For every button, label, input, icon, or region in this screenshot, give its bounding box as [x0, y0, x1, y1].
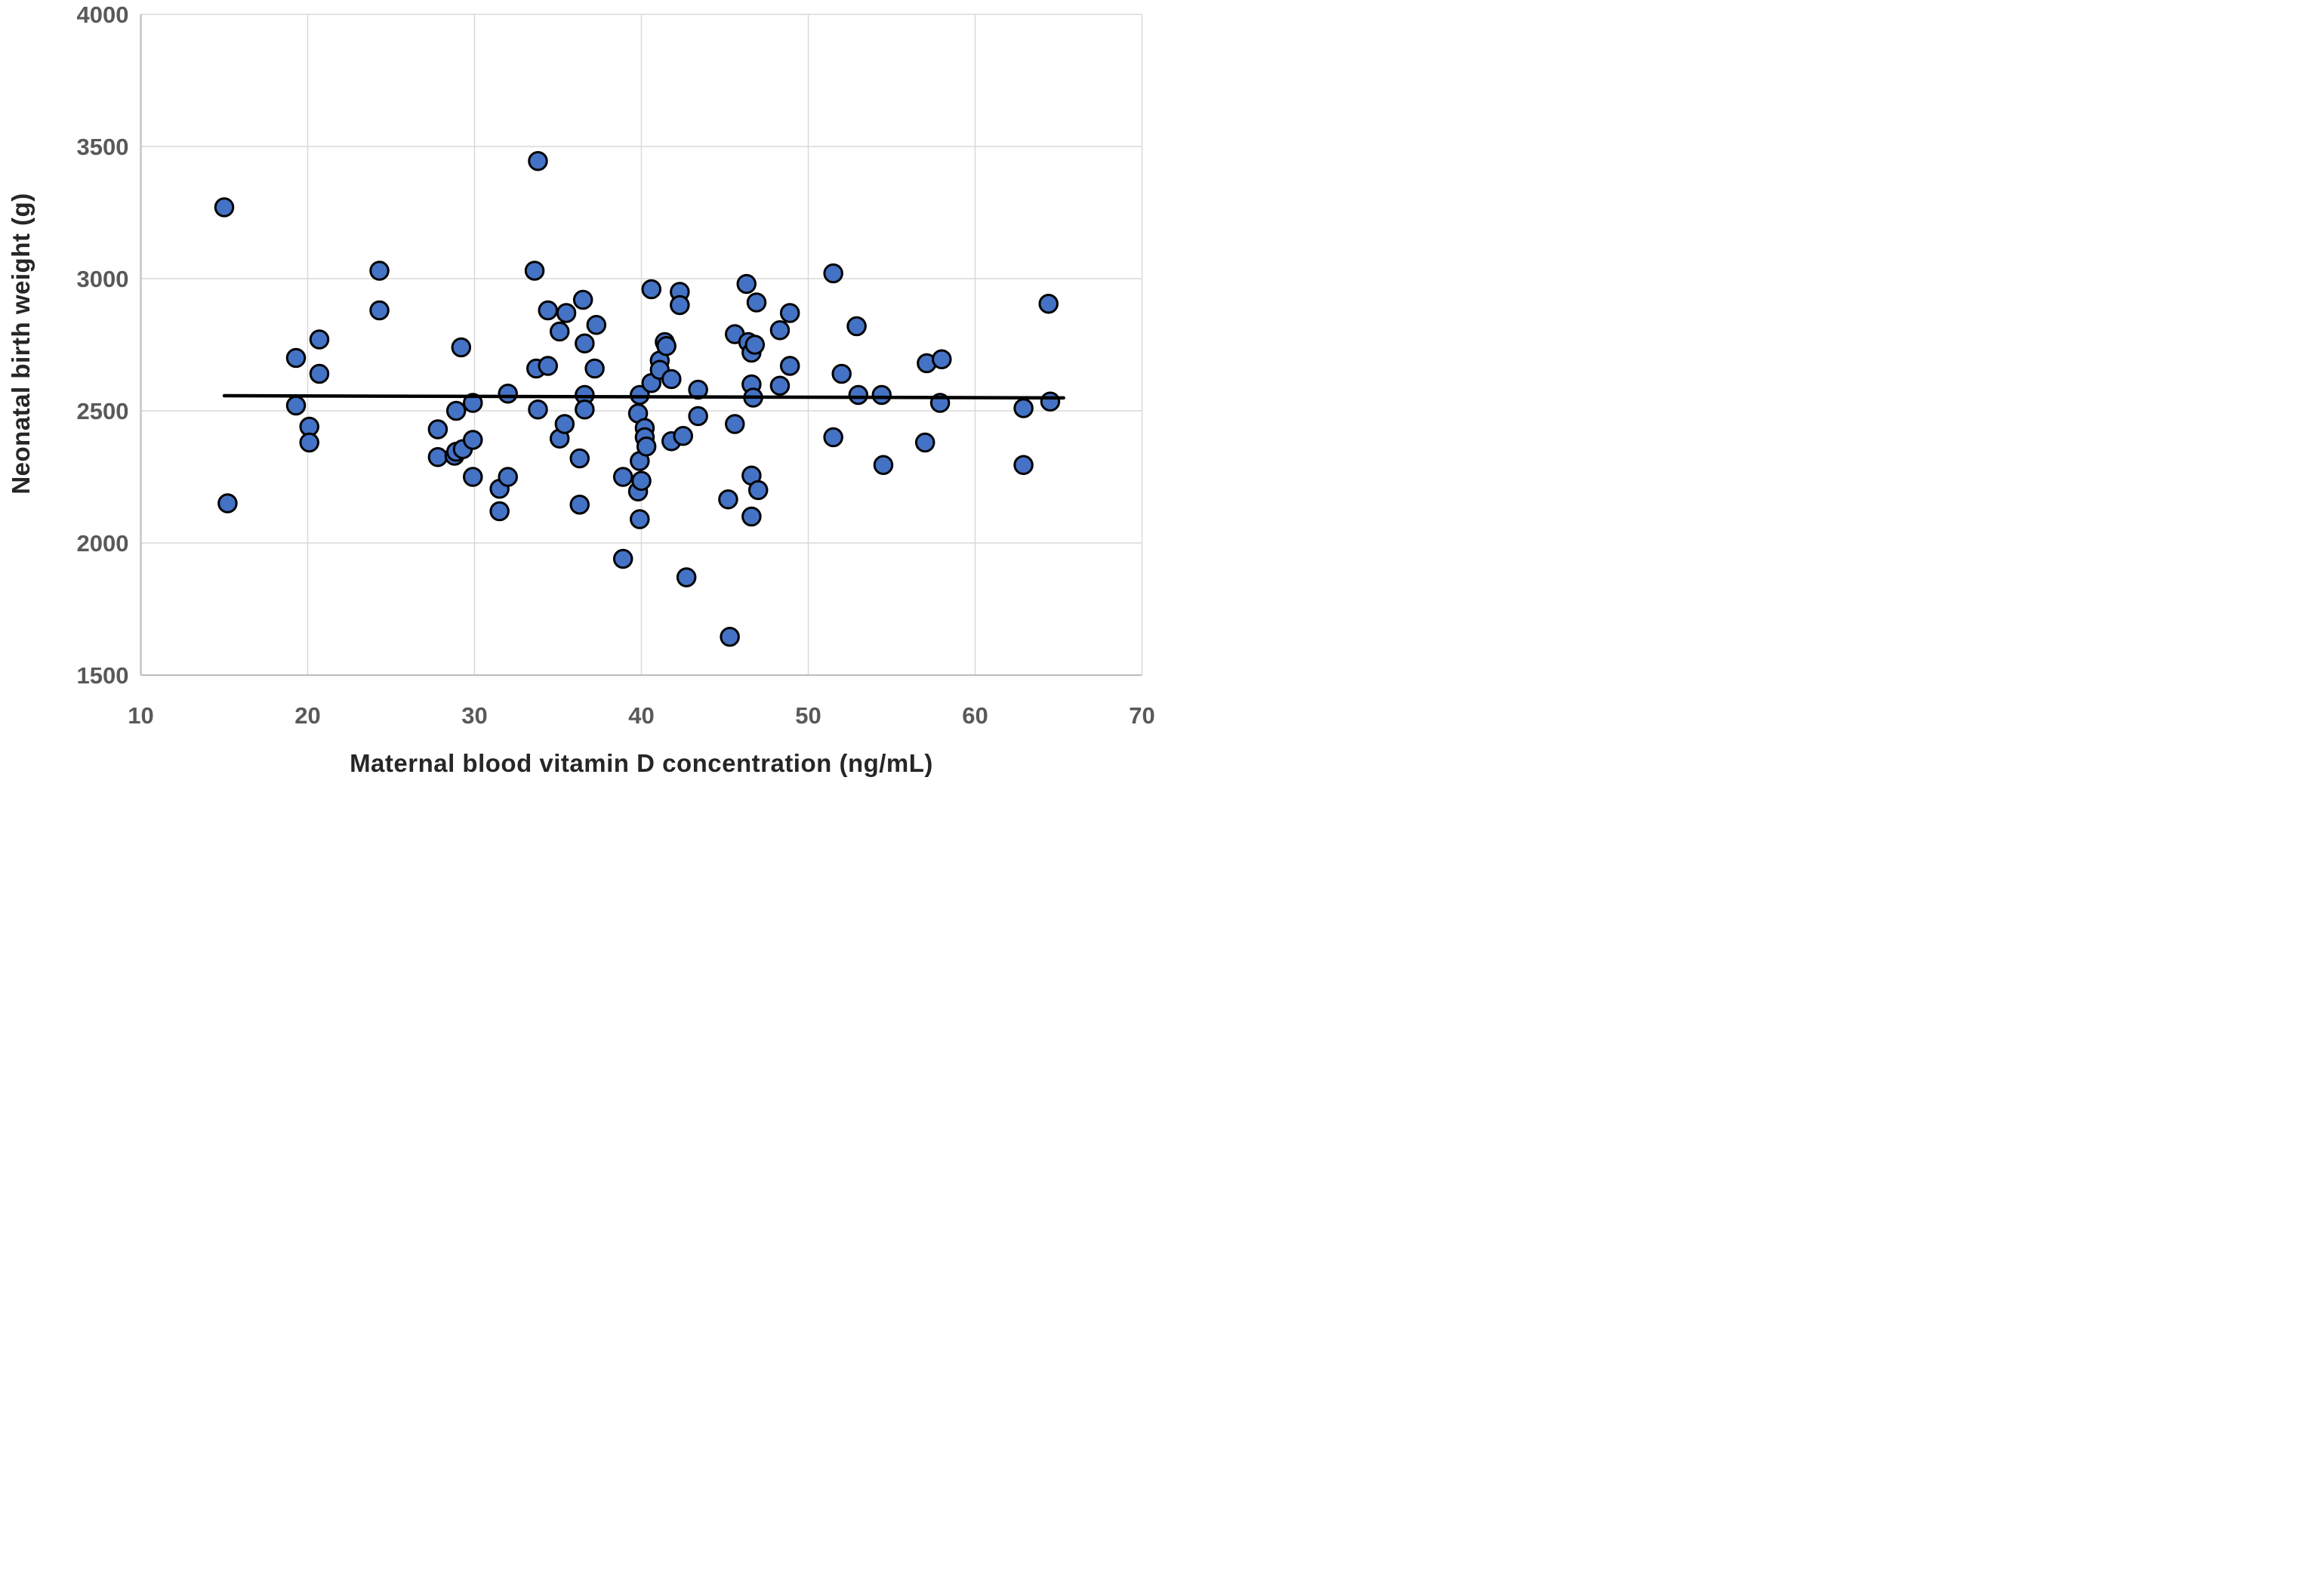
y-tick-label-3500: 3500: [77, 134, 129, 160]
data-point: [214, 197, 235, 217]
data-point: [612, 548, 633, 569]
data-point: [528, 151, 548, 171]
data-point: [285, 395, 307, 416]
data-point: [630, 509, 650, 529]
data-point: [369, 261, 390, 281]
x-tick-label-50: 50: [795, 702, 821, 729]
data-point: [769, 320, 791, 341]
data-point: [285, 347, 307, 369]
data-point: [873, 455, 894, 475]
data-point: [641, 279, 662, 300]
data-point: [369, 300, 390, 321]
data-point: [823, 263, 843, 284]
data-point: [498, 384, 518, 404]
plot-area: 1500 2000 2500 3000 3500 4000 10 20 30 40 50 60 70: [77, 2, 1155, 729]
data-point: [427, 447, 448, 467]
data-point: [556, 303, 577, 323]
data-point: [779, 356, 800, 376]
data-point: [741, 506, 762, 527]
y-tick-label-3000: 3000: [77, 266, 129, 292]
data-point: [746, 292, 767, 313]
y-tick-label-1500: 1500: [77, 662, 129, 689]
data-point: [725, 414, 745, 434]
data-point: [630, 384, 650, 406]
x-axis-title: Maternal blood vitamin D concentration (…: [350, 749, 933, 777]
data-point: [569, 448, 590, 469]
data-point: [463, 393, 483, 413]
data-point: [1040, 391, 1061, 412]
data-point: [445, 400, 467, 421]
data-point: [463, 430, 483, 450]
data-point: [549, 321, 570, 342]
data-point: [572, 289, 593, 310]
data-point: [451, 337, 472, 358]
data-point: [427, 419, 448, 440]
y-tick-label-2000: 2000: [77, 530, 129, 557]
data-point: [489, 501, 510, 522]
data-point: [769, 375, 791, 396]
data-point: [586, 315, 607, 335]
y-axis-title: Neonatal birth weight (g): [7, 193, 35, 495]
y-tick-label-2500: 2500: [77, 398, 129, 424]
data-point: [636, 436, 657, 457]
data-point: [831, 363, 852, 384]
data-point: [309, 363, 330, 384]
data-point: [848, 384, 869, 406]
data-point: [736, 273, 757, 295]
trend-line: [222, 393, 1065, 400]
data-point: [631, 470, 652, 491]
data-point: [676, 567, 697, 588]
data-point: [569, 495, 590, 515]
data-point: [575, 399, 595, 420]
x-tick-label-70: 70: [1129, 702, 1154, 729]
data-point: [299, 432, 319, 453]
data-point: [575, 333, 595, 353]
data-point: [1013, 455, 1034, 475]
data-point: [528, 399, 548, 420]
data-point: [656, 336, 677, 356]
data-point: [1038, 294, 1059, 314]
x-tick-label-60: 60: [962, 702, 988, 729]
scatter-chart: 1500 2000 2500 3000 3500 4000 10 20 30 40 50 60 70 N…: [0, 0, 1162, 785]
data-point: [1013, 398, 1034, 418]
data-point: [554, 414, 575, 434]
data-point: [673, 426, 693, 446]
data-point: [524, 261, 545, 281]
data-point: [661, 369, 682, 390]
data-point: [463, 467, 483, 487]
data-point: [309, 329, 330, 350]
data-point: [846, 316, 867, 337]
data-point: [744, 335, 766, 355]
data-point: [538, 356, 558, 376]
data-point: [217, 493, 238, 514]
data-point: [718, 489, 738, 510]
data-point: [584, 358, 605, 379]
x-tick-label-30: 30: [461, 702, 487, 729]
x-tick-label-10: 10: [128, 702, 153, 729]
data-point: [747, 480, 769, 501]
data-point: [688, 406, 708, 427]
data-point: [823, 427, 843, 448]
x-tick-label-20: 20: [294, 702, 320, 729]
data-point: [612, 467, 633, 487]
data-point: [932, 349, 952, 369]
data-point: [670, 295, 690, 316]
data-point: [538, 300, 558, 321]
y-tick-label-4000: 4000: [77, 2, 129, 28]
data-point: [871, 384, 892, 406]
data-point: [779, 303, 800, 323]
data-point: [498, 467, 518, 487]
x-tick-label-40: 40: [628, 702, 654, 729]
data-point: [914, 432, 935, 453]
data-point: [720, 627, 740, 647]
